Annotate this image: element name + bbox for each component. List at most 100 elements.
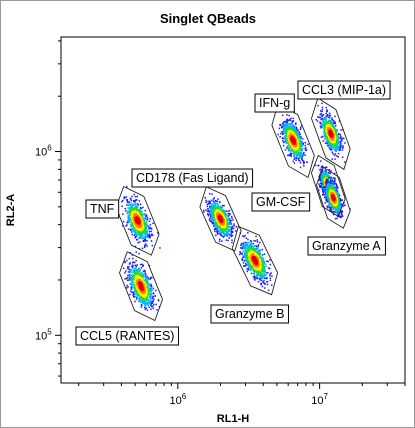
event-dot — [338, 149, 341, 152]
event-dot — [263, 265, 266, 268]
event-dot — [145, 225, 147, 227]
event-dot — [227, 239, 229, 242]
event-dot — [324, 135, 327, 137]
event-dot — [288, 129, 291, 131]
event-dot — [337, 147, 339, 150]
events-layer — [118, 102, 351, 311]
event-dot — [252, 252, 255, 254]
event-dot — [209, 210, 212, 212]
event-dot — [148, 236, 150, 238]
event-dot — [243, 254, 245, 256]
event-dot — [335, 131, 338, 134]
event-dot — [143, 281, 145, 283]
event-dot — [269, 279, 272, 281]
event-dot — [224, 226, 226, 229]
event-dot — [148, 299, 150, 301]
event-dot — [259, 249, 261, 251]
event-dot — [127, 266, 129, 268]
event-dot — [229, 220, 231, 222]
event-dot — [146, 280, 149, 283]
event-dot — [148, 264, 151, 267]
event-dot — [144, 243, 147, 245]
event-dot — [248, 266, 250, 269]
event-dot — [261, 285, 264, 288]
event-dot — [296, 150, 298, 153]
event-dot — [130, 279, 133, 281]
event-dot — [246, 264, 248, 266]
event-dot — [297, 143, 300, 145]
event-dot — [132, 271, 134, 273]
event-dot — [149, 289, 152, 291]
event-dot — [222, 209, 224, 211]
event-dot — [135, 266, 138, 269]
event-dot — [250, 267, 253, 270]
event-dot — [145, 274, 147, 276]
event-dot — [249, 244, 251, 247]
event-dot — [254, 256, 256, 259]
event-dot — [221, 228, 224, 230]
event-dot — [317, 104, 319, 107]
event-dot — [335, 150, 337, 152]
event-dot — [134, 264, 136, 267]
event-dot — [143, 285, 146, 287]
event-dot — [131, 225, 133, 227]
event-dot — [132, 215, 134, 217]
event-dot — [337, 141, 339, 144]
event-dot — [148, 234, 151, 236]
event-dot — [261, 258, 263, 260]
event-dot — [326, 139, 328, 142]
event-dot — [227, 210, 229, 213]
event-dot — [332, 124, 335, 127]
event-dot — [282, 131, 284, 133]
event-dot — [253, 272, 255, 274]
event-dot — [140, 233, 143, 235]
event-dot — [332, 147, 335, 149]
event-dot — [299, 140, 302, 142]
event-dot — [148, 220, 151, 222]
event-dot — [144, 238, 147, 241]
event-dot — [145, 231, 147, 233]
event-dot — [122, 220, 125, 223]
event-dot — [294, 128, 296, 130]
event-dot — [258, 266, 260, 268]
event-dot — [300, 144, 303, 147]
event-dot — [263, 277, 266, 279]
event-dot — [339, 148, 341, 150]
event-dot — [290, 123, 292, 125]
event-dot — [203, 211, 205, 213]
event-dot — [331, 151, 333, 153]
event-dot — [211, 215, 214, 218]
event-dot — [292, 130, 295, 132]
event-dot — [290, 145, 292, 147]
event-dot — [145, 307, 147, 309]
event-dot — [300, 137, 302, 139]
event-dot — [301, 159, 304, 161]
event-dot — [140, 285, 142, 287]
event-dot — [133, 226, 135, 229]
event-dot — [251, 245, 253, 247]
event-dot — [213, 205, 216, 207]
event-dot — [124, 260, 126, 263]
event-dot — [210, 206, 212, 208]
event-dot — [211, 193, 213, 195]
event-dot — [142, 226, 145, 228]
event-dot — [337, 147, 340, 149]
event-dot — [215, 228, 217, 230]
event-dot — [321, 114, 323, 116]
event-dot — [329, 114, 332, 117]
event-dot — [207, 200, 209, 203]
event-dot — [256, 275, 259, 278]
event-dot — [260, 264, 262, 266]
event-dot — [128, 228, 130, 230]
event-dot — [141, 292, 144, 294]
event-dot — [289, 119, 292, 122]
event-dot — [282, 141, 285, 144]
event-dot — [133, 270, 135, 272]
event-dot — [249, 262, 251, 264]
event-dot — [325, 120, 328, 123]
event-dot — [213, 197, 216, 199]
event-dot — [128, 279, 130, 281]
event-dot — [255, 262, 258, 265]
event-dot — [290, 150, 292, 152]
event-dot — [213, 219, 216, 221]
